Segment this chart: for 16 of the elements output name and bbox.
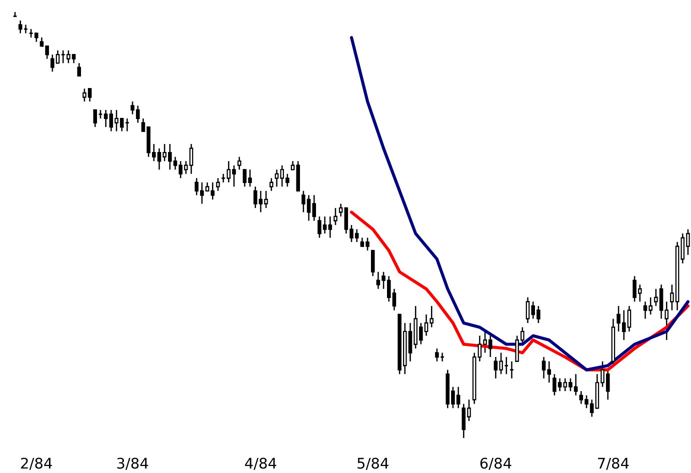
x-tick-label: 2/84 bbox=[21, 458, 52, 470]
candlestick bbox=[237, 156, 242, 170]
candlestick bbox=[370, 250, 376, 277]
candlestick bbox=[269, 178, 274, 192]
x-tick-label: 7/84 bbox=[598, 458, 629, 470]
candlestick bbox=[34, 32, 39, 42]
candlestick bbox=[76, 62, 82, 77]
x-tick-label: 3/84 bbox=[117, 458, 148, 470]
x-tick-label: 6/84 bbox=[480, 458, 512, 470]
candlestick bbox=[103, 109, 108, 128]
candlestick bbox=[92, 109, 98, 128]
x-tick-label: 4/84 bbox=[245, 458, 276, 470]
candlestick bbox=[338, 203, 344, 218]
candlestick bbox=[333, 207, 338, 226]
x-tick-label: 5/84 bbox=[358, 458, 388, 470]
candlestick bbox=[216, 178, 220, 192]
